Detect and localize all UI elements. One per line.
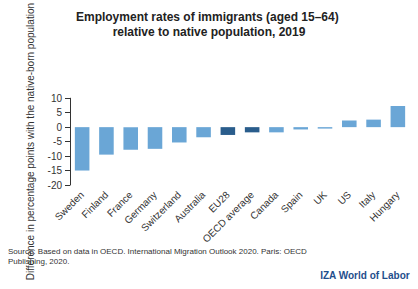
svg-text:UK: UK [311, 189, 329, 207]
svg-text:Employment rates of immigrants: Employment rates of immigrants (aged 15–… [76, 10, 342, 24]
svg-text:Canada: Canada [248, 189, 281, 222]
svg-text:relative to native population,: relative to native population, 2019 [113, 25, 306, 39]
svg-text:EU28: EU28 [206, 189, 232, 215]
svg-text:France: France [104, 189, 135, 219]
svg-text:Publishing, 2020.: Publishing, 2020. [8, 257, 69, 266]
svg-text:10: 10 [51, 93, 63, 104]
svg-text:0: 0 [56, 122, 62, 133]
svg-text:Switzerland: Switzerland [138, 189, 184, 234]
svg-text:Finland: Finland [79, 189, 110, 220]
svg-text:IZA World of Labor: IZA World of Labor [320, 270, 410, 281]
svg-text:Italy: Italy [357, 189, 378, 210]
svg-text:Australia: Australia [172, 189, 208, 225]
svg-text:-20: -20 [48, 180, 63, 191]
svg-text:Source: Based on data in OECD.: Source: Based on data in OECD. Internati… [8, 247, 309, 256]
svg-text:Sweden: Sweden [53, 189, 86, 222]
svg-text:-5: -5 [53, 136, 62, 147]
svg-text:-15: -15 [48, 165, 63, 176]
svg-text:5: 5 [56, 107, 62, 118]
svg-text:Hungary: Hungary [367, 189, 401, 223]
svg-text:Spain: Spain [279, 189, 305, 215]
svg-text:-10: -10 [48, 151, 63, 162]
svg-text:Difference in percentage point: Difference in percentage points with the… [25, 3, 36, 280]
svg-text:US: US [336, 189, 354, 207]
svg-text:Germany: Germany [122, 189, 159, 226]
svg-text:OECD average: OECD average [200, 189, 256, 245]
